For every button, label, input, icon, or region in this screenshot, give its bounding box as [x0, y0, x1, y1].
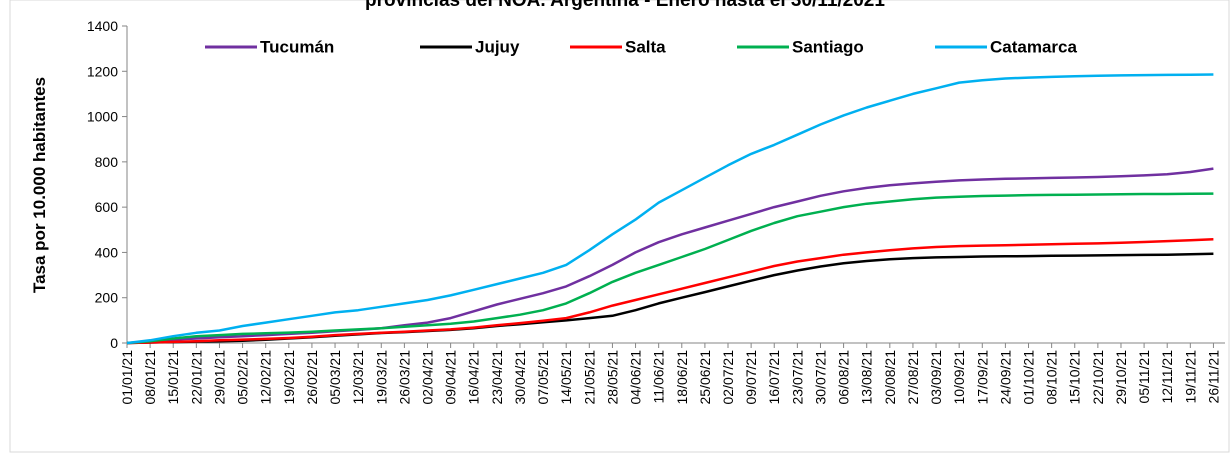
legend-label: Catamarca: [990, 37, 1077, 56]
x-tick-label: 26/11/21: [1205, 350, 1221, 404]
x-tick-label: 12/03/21: [350, 350, 366, 405]
y-tick-label: 600: [95, 199, 119, 215]
chart-title: provincias del NOA. Argentina - Enero ha…: [365, 0, 885, 11]
series-line: [126, 252, 1214, 345]
x-tick-label: 05/03/21: [327, 350, 343, 405]
x-tick-label: 02/04/21: [420, 350, 436, 405]
x-tick-label: 15/10/21: [1067, 350, 1083, 405]
x-tick-label: 20/08/21: [882, 350, 898, 405]
y-axis-label: Tasa por 10.000 habitantes: [30, 77, 49, 293]
x-tick-label: 19/02/21: [281, 350, 297, 405]
x-tick-label: 11/06/21: [651, 350, 667, 404]
x-tick-label: 05/02/21: [235, 350, 251, 405]
x-tick-label: 26/02/21: [304, 350, 320, 405]
x-tick-label: 30/07/21: [812, 350, 828, 405]
x-tick-label: 15/01/21: [165, 350, 181, 405]
legend-label: Salta: [625, 37, 666, 56]
y-tick-label: 800: [95, 154, 119, 170]
y-tick-label: 1200: [87, 63, 118, 79]
x-tick-label: 12/02/21: [258, 350, 274, 405]
legend-label: Jujuy: [475, 37, 520, 56]
x-tick-label: 19/03/21: [373, 350, 389, 405]
x-tick-label: 30/04/21: [512, 350, 528, 405]
x-tick-label: 28/05/21: [604, 350, 620, 405]
x-tick-label: 10/09/21: [951, 350, 967, 405]
x-tick-label: 09/04/21: [443, 350, 459, 405]
x-tick-label: 01/01/21: [119, 350, 135, 405]
x-tick-label: 05/11/21: [1136, 350, 1152, 404]
x-tick-label: 18/06/21: [674, 350, 690, 405]
x-tick-label: 16/04/21: [466, 350, 482, 405]
x-tick-label: 04/06/21: [628, 350, 644, 405]
x-tick-label: 13/08/21: [859, 350, 875, 405]
series-line: [126, 192, 1214, 345]
y-tick-label: 400: [95, 244, 119, 260]
series-line: [126, 73, 1214, 345]
x-tick-label: 12/11/21: [1159, 350, 1175, 404]
x-tick-label: 27/08/21: [905, 350, 921, 405]
x-tick-label: 23/04/21: [489, 350, 505, 405]
x-tick-label: 08/01/21: [142, 350, 158, 405]
x-tick-label: 02/07/21: [720, 350, 736, 405]
x-tick-label: 01/10/21: [1021, 350, 1037, 405]
y-tick-label: 1000: [87, 109, 118, 125]
x-tick-label: 22/10/21: [1090, 350, 1106, 405]
x-tick-label: 16/07/21: [766, 350, 782, 405]
chart-frame: [9, 0, 1230, 453]
x-tick-label: 24/09/21: [997, 350, 1013, 405]
x-tick-label: 06/08/21: [836, 350, 852, 405]
x-tick-label: 29/01/21: [211, 350, 227, 405]
x-tick-label: 25/06/21: [697, 350, 713, 405]
x-tick-label: 03/09/21: [928, 350, 944, 405]
y-tick-label: 0: [110, 335, 118, 351]
x-tick-label: 09/07/21: [743, 350, 759, 405]
x-tick-label: 29/10/21: [1113, 350, 1129, 405]
x-tick-label: 07/05/21: [535, 350, 551, 405]
x-tick-label: 14/05/21: [558, 350, 574, 405]
x-tick-label: 21/05/21: [581, 350, 597, 405]
x-tick-label: 19/11/21: [1182, 350, 1198, 404]
x-tick-label: 23/07/21: [789, 350, 805, 405]
legend-label: Tucumán: [260, 37, 334, 56]
x-tick-label: 17/09/21: [974, 350, 990, 405]
legend-label: Santiago: [792, 37, 864, 56]
series-line: [126, 238, 1214, 345]
y-tick-label: 200: [95, 290, 119, 306]
x-tick-label: 22/01/21: [188, 350, 204, 405]
x-tick-label: 26/03/21: [396, 350, 412, 405]
y-tick-label: 1400: [87, 18, 118, 34]
x-tick-label: 08/10/21: [1044, 350, 1060, 405]
